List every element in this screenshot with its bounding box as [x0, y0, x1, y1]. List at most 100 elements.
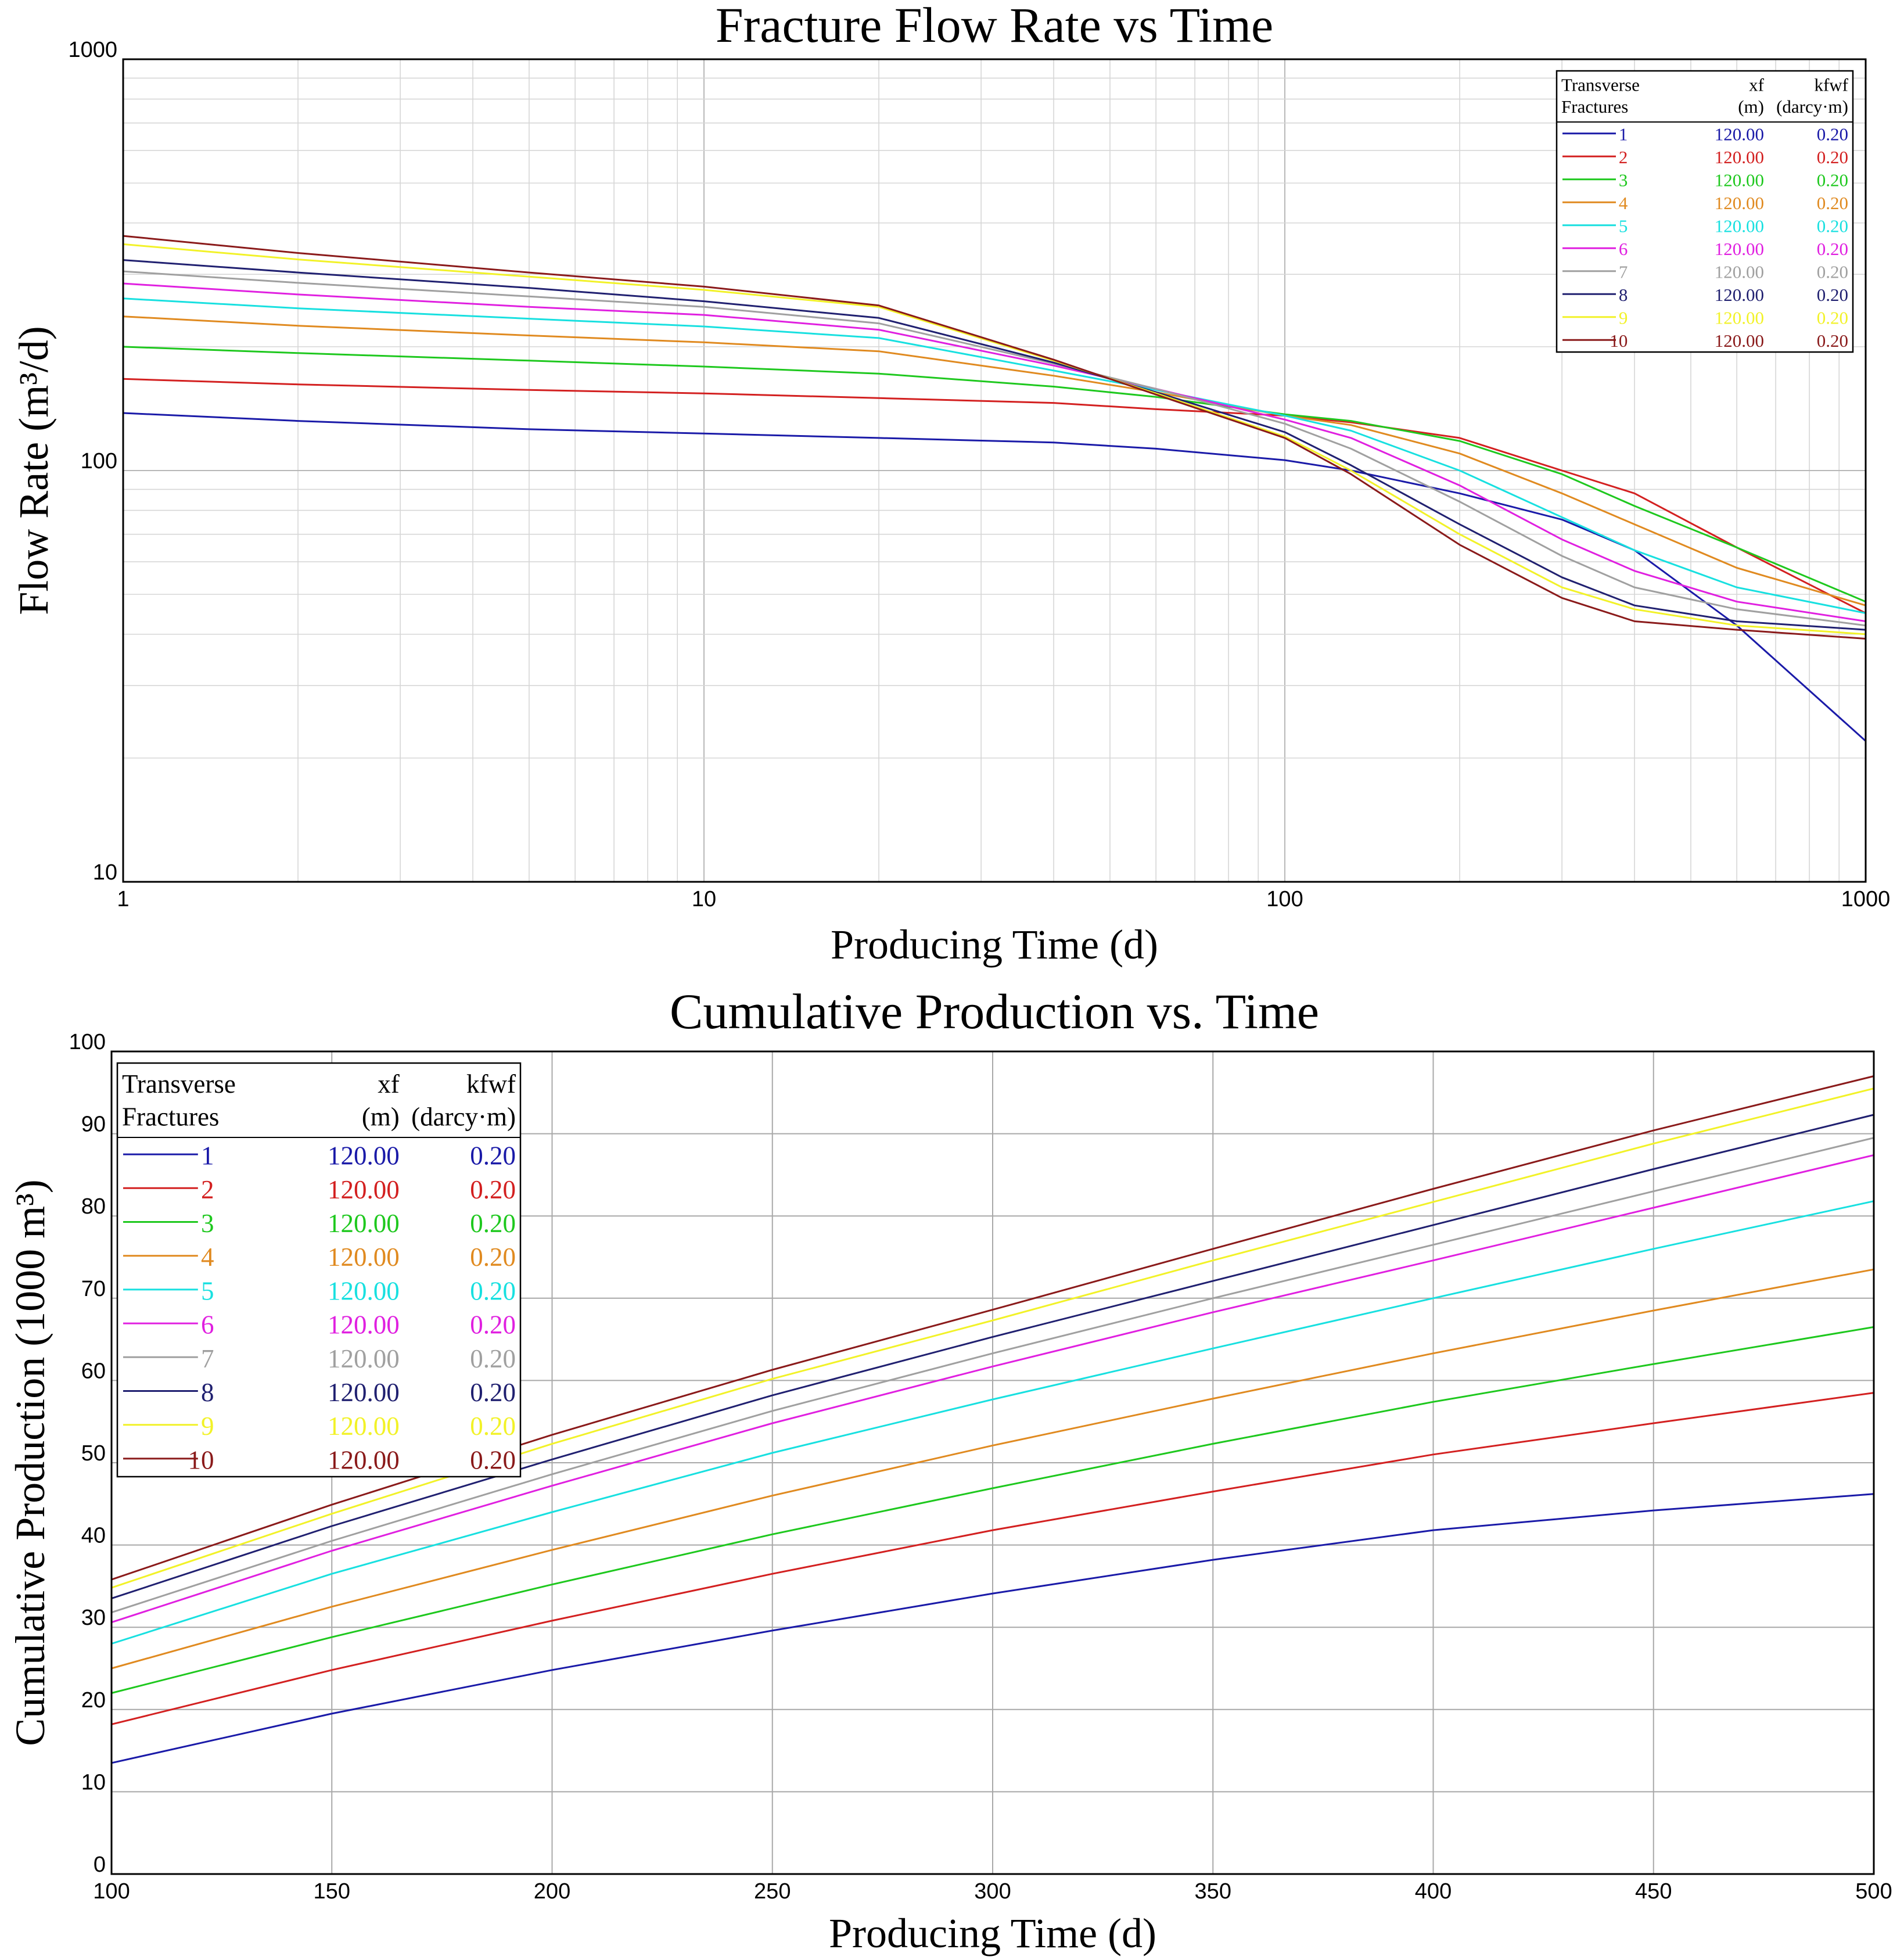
legend-series-xf: 120.00 — [1715, 216, 1764, 236]
y-tick-label: 0 — [94, 1853, 106, 1877]
legend-box — [116, 1062, 522, 1478]
legend-series-name: 2 — [1619, 147, 1628, 167]
legend-series-kfwf: 0.20 — [470, 1141, 516, 1171]
legend-series-xf: 120.00 — [328, 1344, 400, 1373]
legend-header-text: (darcy·m) — [1776, 96, 1848, 117]
legend-series-kfwf: 0.20 — [470, 1175, 516, 1204]
cumulative-production-chart: 100 150 200 250 300 350 400 450 5000102030405060… — [7, 983, 1892, 1957]
legend-series-kfwf: 0.20 — [1817, 124, 1848, 145]
legend-series-xf: 120.00 — [1715, 331, 1764, 351]
legend-series-kfwf: 0.20 — [1817, 262, 1848, 282]
legend-series-xf: 120.00 — [328, 1445, 400, 1474]
series-line-9 — [111, 1087, 1874, 1589]
legend-series-xf: 120.00 — [1715, 239, 1764, 259]
legend-header-text: (m) — [362, 1102, 400, 1131]
gridlines — [111, 1051, 1874, 1875]
y-tick-label: 100 — [69, 1030, 106, 1054]
series-line-4 — [111, 1268, 1874, 1670]
y-tick-label: 20 — [81, 1688, 106, 1713]
series-line-3 — [111, 1326, 1874, 1694]
x-tick-label: 250 — [754, 1879, 791, 1904]
legend-header-text: Fractures — [1561, 96, 1628, 117]
legend-series-name: 6 — [201, 1311, 214, 1340]
legend-header-text: Transverse — [122, 1069, 236, 1099]
legend-series-name: 9 — [1619, 308, 1628, 328]
y-tick-label: 100 — [81, 449, 117, 473]
y-axis-label: Cumulative Production (1000 m³) — [7, 1179, 53, 1746]
chart-title: Cumulative Production vs. Time — [670, 983, 1319, 1039]
series-line-8 — [111, 1114, 1874, 1600]
series-line-6 — [111, 1154, 1874, 1624]
legend-series-kfwf: 0.20 — [470, 1445, 516, 1474]
legend-series-xf: 120.00 — [328, 1243, 400, 1272]
y-tick-label: 50 — [81, 1441, 106, 1466]
plot-frame — [110, 1050, 1875, 1875]
legend-series-name: 5 — [1619, 216, 1628, 236]
legend-series-name: 3 — [201, 1209, 214, 1238]
legend-series-kfwf: 0.20 — [470, 1412, 516, 1441]
x-tick-label: 500 — [1855, 1879, 1892, 1904]
legend-series-name: 7 — [1619, 262, 1628, 282]
legend-series-name: 10 — [1610, 331, 1628, 351]
legend-series-xf: 120.00 — [1715, 308, 1764, 328]
legend-series-kfwf: 0.20 — [1817, 285, 1848, 305]
x-tick-label: 1 — [117, 887, 129, 911]
series-line-5 — [123, 297, 1866, 614]
x-tick-label: 150 — [314, 1879, 350, 1904]
legend-header-text: (darcy·m) — [411, 1102, 516, 1131]
y-tick-label: 60 — [81, 1359, 106, 1383]
x-tick-label: 100 — [1266, 887, 1303, 911]
y-tick-label: 1000 — [68, 38, 117, 62]
plot-frame — [122, 58, 1867, 883]
legend-header-text: (m) — [1738, 96, 1764, 117]
legend-header-text: Transverse — [1561, 74, 1640, 95]
y-axis-label: Flow Rate (m³/d) — [10, 326, 57, 615]
legend-series-xf: 120.00 — [328, 1412, 400, 1441]
legend-series-name: 2 — [201, 1175, 214, 1204]
x-tick-label: 400 — [1415, 1879, 1452, 1904]
series-line-2 — [111, 1392, 1874, 1725]
legend-series-kfwf: 0.20 — [1817, 239, 1848, 259]
y-tick-label: 80 — [81, 1194, 106, 1219]
series-line-1 — [111, 1493, 1874, 1764]
legend-series-name: 7 — [201, 1344, 214, 1373]
legend-series-xf: 120.00 — [328, 1378, 400, 1407]
legend-series-kfwf: 0.20 — [470, 1209, 516, 1238]
legend-header-text: Fractures — [122, 1102, 219, 1131]
series-line-5 — [111, 1200, 1874, 1645]
x-axis-label: Producing Time (d) — [831, 921, 1158, 968]
legend-series-name: 1 — [201, 1141, 214, 1171]
series-line-10 — [123, 235, 1866, 640]
legend-series-xf: 120.00 — [328, 1276, 400, 1305]
legend-series-xf: 120.00 — [1715, 124, 1764, 145]
x-tick-label: 200 — [534, 1879, 570, 1904]
y-tick-label: 10 — [81, 1770, 106, 1794]
series-line-7 — [123, 270, 1866, 627]
legend-series-xf: 120.00 — [1715, 262, 1764, 282]
legend-series-xf: 120.00 — [328, 1209, 400, 1238]
legend-series-kfwf: 0.20 — [470, 1276, 516, 1305]
y-tick-label: 30 — [81, 1606, 106, 1630]
legend-header-text: kfwf — [466, 1069, 516, 1099]
series-line-8 — [123, 259, 1866, 631]
y-tick-label: 90 — [81, 1112, 106, 1137]
series-line-6 — [123, 282, 1866, 622]
legend-series-xf: 120.00 — [1715, 193, 1764, 213]
legend-series-kfwf: 0.20 — [470, 1311, 516, 1340]
legend: Transverse Fractures xf (m) kfwf (darcy·m) 1 12… — [116, 1062, 522, 1478]
series-group — [111, 1075, 1874, 1764]
legend-series-kfwf: 0.20 — [1817, 147, 1848, 167]
tick-labels: 100 150 200 250 300 350 400 450 5000102030405060… — [69, 1030, 1892, 1904]
legend-series-xf: 120.00 — [1715, 285, 1764, 305]
legend-series-xf: 120.00 — [328, 1311, 400, 1340]
series-group — [123, 235, 1867, 742]
x-axis-label: Producing Time (d) — [829, 1910, 1156, 1957]
series-line-10 — [111, 1075, 1874, 1581]
legend-series-name: 4 — [201, 1243, 214, 1272]
x-tick-label: 300 — [974, 1879, 1011, 1904]
legend-series-xf: 120.00 — [328, 1141, 400, 1171]
legend-series-xf: 120.00 — [1715, 147, 1764, 167]
